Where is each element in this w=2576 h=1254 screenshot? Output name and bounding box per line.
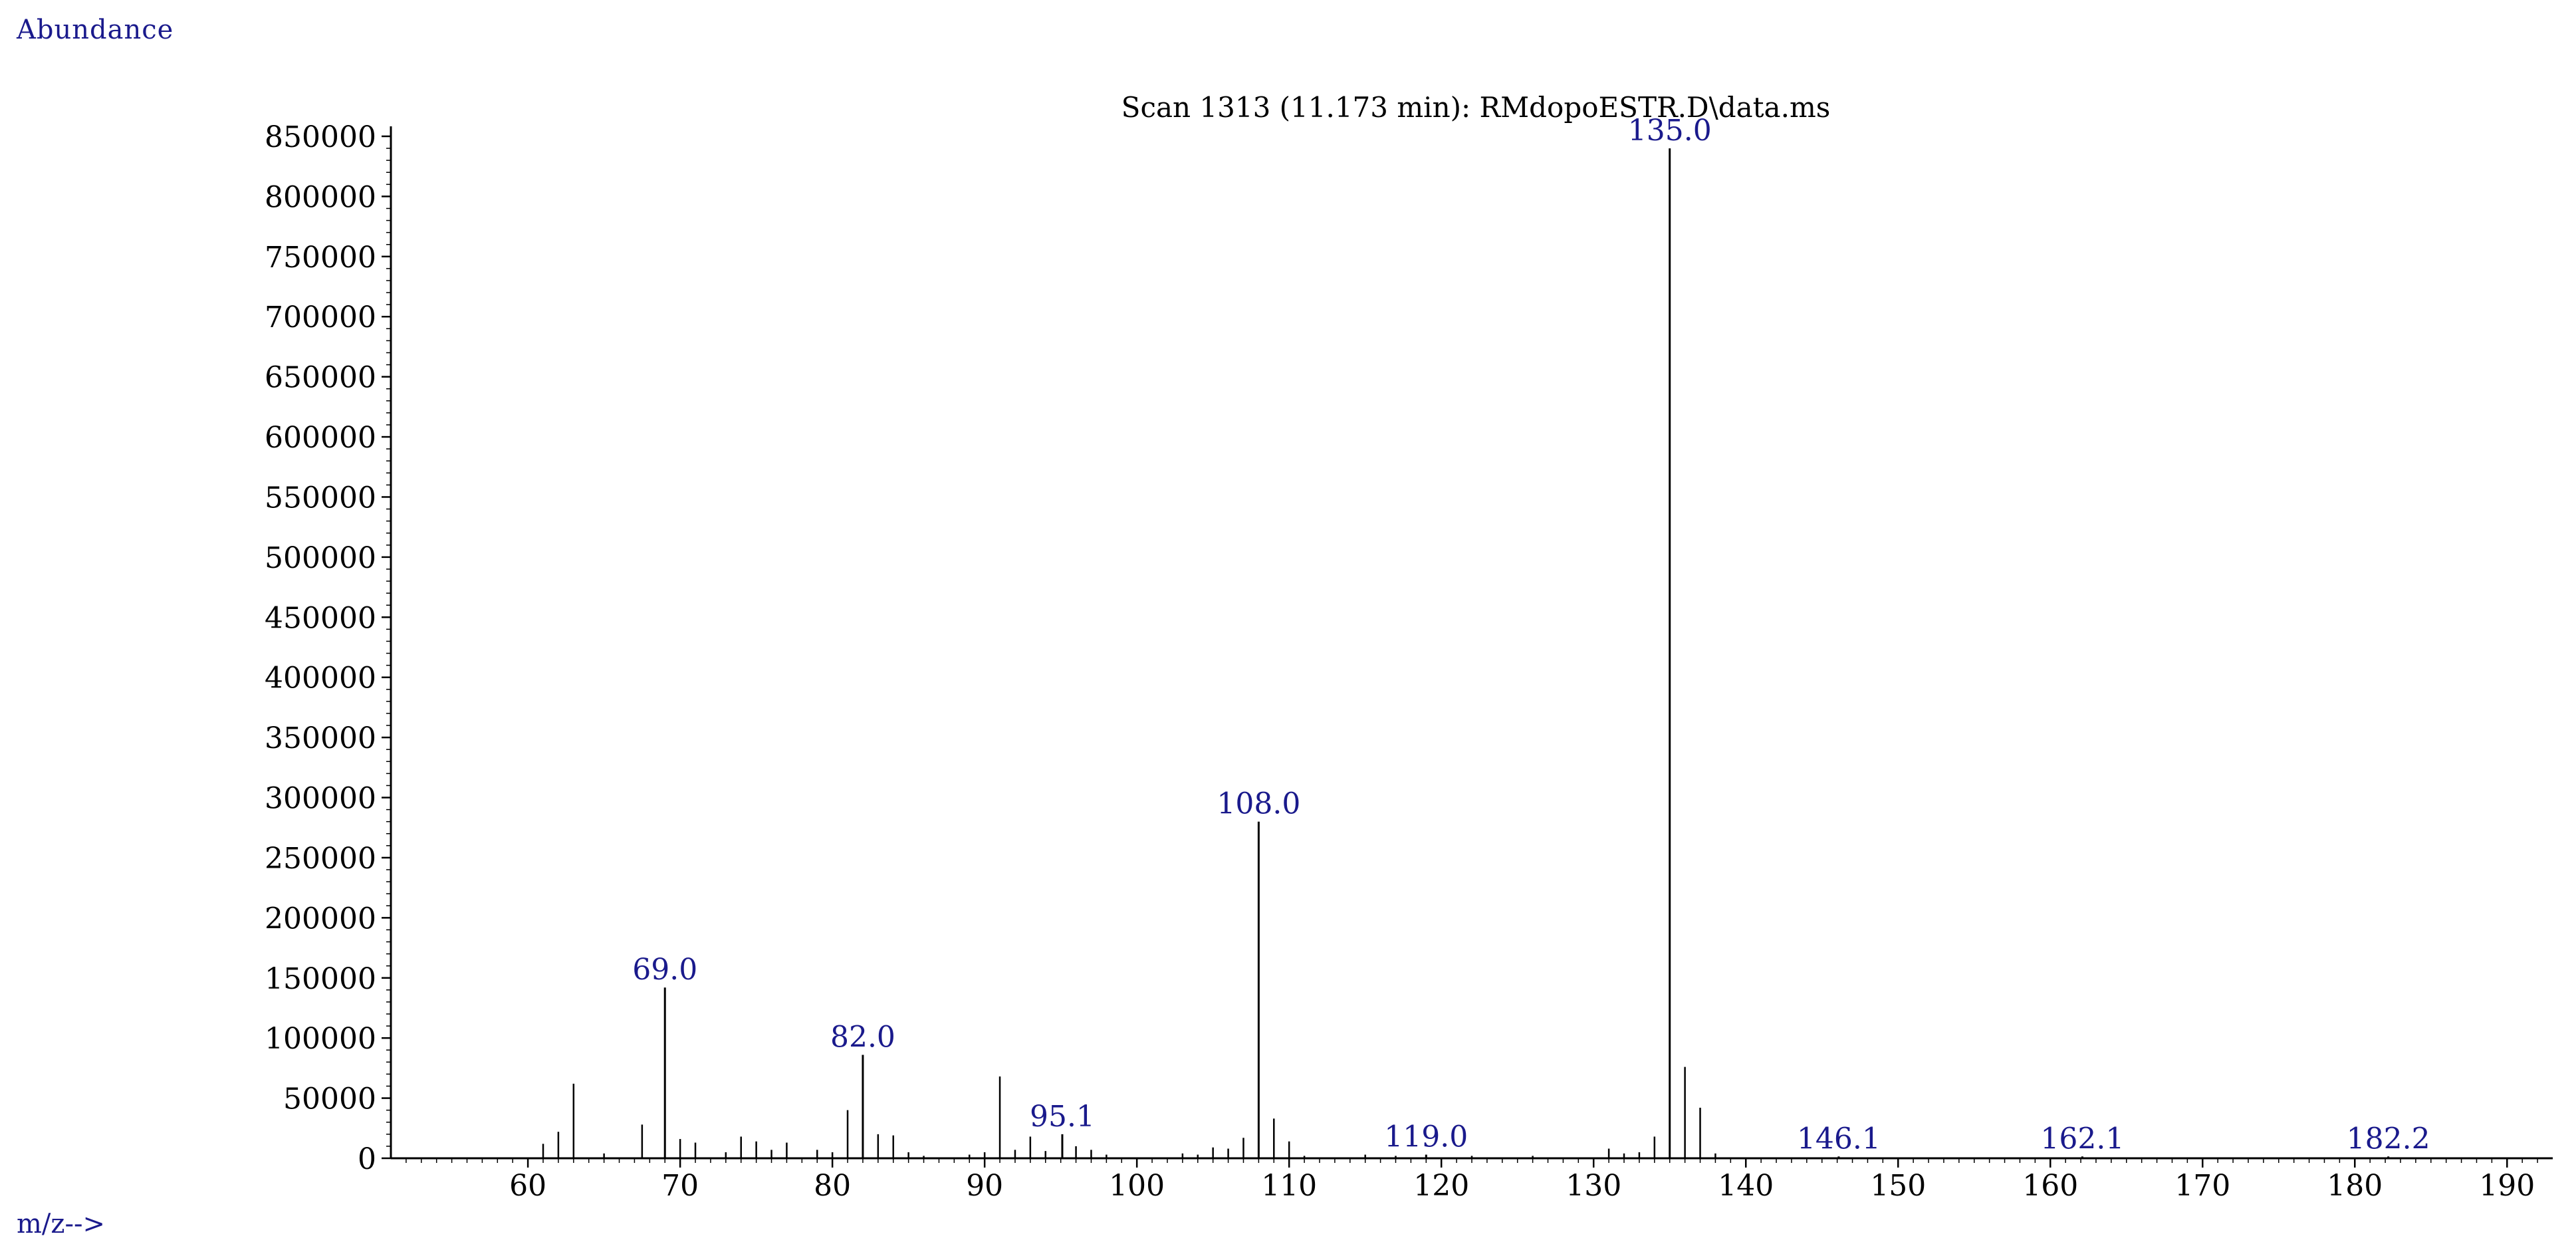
- peak-label: 135.0: [1628, 114, 1712, 148]
- x-tick-label: 100: [1109, 1169, 1165, 1203]
- y-tick-label: 150000: [265, 962, 376, 996]
- y-tick-label: 400000: [265, 662, 376, 695]
- peak-label: 162.1: [2040, 1122, 2124, 1156]
- x-axis-ticks: 60 70 80 90 100 110 120 130 140 150 160 170 180 190: [406, 1158, 2538, 1203]
- x-tick-label: 110: [1261, 1169, 1317, 1203]
- y-tick-label: 850000: [265, 120, 376, 154]
- x-tick-label: 150: [1870, 1169, 1926, 1203]
- y-tick-label: 50000: [283, 1082, 376, 1116]
- y-tick-label: 0: [358, 1142, 376, 1176]
- y-tick-label: 350000: [265, 721, 376, 755]
- abundance-label: Abundance: [17, 15, 174, 45]
- y-tick-label: 200000: [265, 902, 376, 936]
- peak-label: 69.0: [632, 953, 697, 987]
- x-tick-label: 190: [2479, 1169, 2535, 1203]
- y-tick-label: 250000: [265, 842, 376, 876]
- y-tick-label: 650000: [265, 361, 376, 395]
- chart-title: Scan 1313 (11.173 min): RMdopoESTR.D\dat…: [1121, 91, 1831, 124]
- y-tick-label: 700000: [265, 301, 376, 334]
- peak-label: 108.0: [1217, 787, 1300, 821]
- x-tick-label: 60: [509, 1169, 546, 1203]
- y-tick-label: 550000: [265, 481, 376, 515]
- axes: [390, 126, 2553, 1160]
- y-tick-label: 450000: [265, 601, 376, 635]
- spectrum-peaks: [542, 148, 2390, 1158]
- x-tick-label: 180: [2327, 1169, 2383, 1203]
- y-tick-label: 500000: [265, 541, 376, 575]
- x-tick-label: 80: [814, 1169, 851, 1203]
- peak-label: 146.1: [1797, 1122, 1881, 1156]
- peak-label: 182.2: [2347, 1122, 2430, 1156]
- x-tick-label: 70: [661, 1169, 699, 1203]
- x-tick-label: 120: [1413, 1169, 1469, 1203]
- peak-labels: 69.0 82.0 95.1 108.0 119.0 135.0 146.1 162.1 182…: [632, 114, 2430, 1156]
- y-tick-label: 600000: [265, 421, 376, 455]
- peak-label: 95.1: [1030, 1100, 1095, 1134]
- mz-label: m/z-->: [17, 1209, 106, 1239]
- y-tick-label: 750000: [265, 241, 376, 275]
- x-tick-label: 160: [2022, 1169, 2078, 1203]
- y-tick-label: 100000: [265, 1022, 376, 1056]
- x-tick-label: 170: [2174, 1169, 2230, 1203]
- y-axis-ticks: 0 50000 100000 150000 200000 250000 300000 3500…: [265, 120, 391, 1176]
- y-tick-label: 800000: [265, 180, 376, 214]
- y-tick-label: 300000: [265, 782, 376, 816]
- peak-label: 119.0: [1384, 1120, 1468, 1154]
- x-tick-label: 90: [966, 1169, 1003, 1203]
- x-tick-label: 130: [1566, 1169, 1621, 1203]
- peak-label: 82.0: [830, 1020, 895, 1054]
- x-tick-label: 140: [1718, 1169, 1774, 1203]
